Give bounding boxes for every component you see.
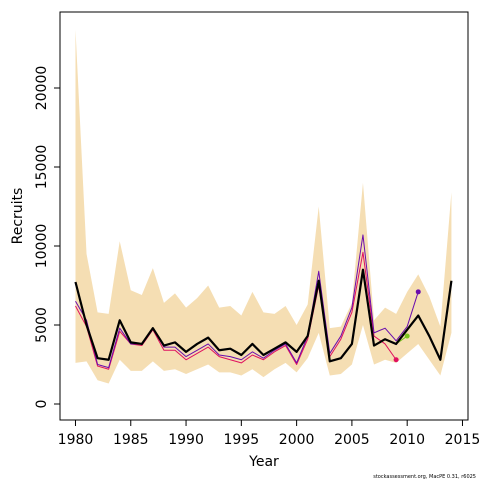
x-tick-label: 2015 <box>445 432 480 448</box>
plot-frame <box>59 11 469 421</box>
end-point <box>404 333 410 339</box>
x-tick-label: 1995 <box>224 432 260 448</box>
x-tick-label: 1980 <box>58 432 94 448</box>
footnote: stockassessment.org, MacPE 0.31, r6025 <box>373 474 476 480</box>
confidence-band <box>75 29 452 384</box>
y-tick-label: 5000 <box>34 307 50 343</box>
y-tick-label: 10000 <box>34 224 50 269</box>
y-axis-label: Recruits <box>10 188 26 245</box>
y-tick-label: 15000 <box>34 145 50 190</box>
x-tick-label: 2005 <box>334 432 370 448</box>
x-tick-label: 2010 <box>389 432 425 448</box>
x-tick-label: 1985 <box>113 432 149 448</box>
x-axis-label: Year <box>248 454 279 470</box>
end-point <box>393 357 399 363</box>
x-tick-label: 2000 <box>279 432 315 448</box>
end-point <box>415 289 421 295</box>
y-tick-label: 0 <box>34 400 50 409</box>
y-tick-label: 20000 <box>34 66 50 111</box>
x-tick-label: 1990 <box>168 432 204 448</box>
series-line <box>75 234 419 369</box>
series-line <box>74 268 453 363</box>
